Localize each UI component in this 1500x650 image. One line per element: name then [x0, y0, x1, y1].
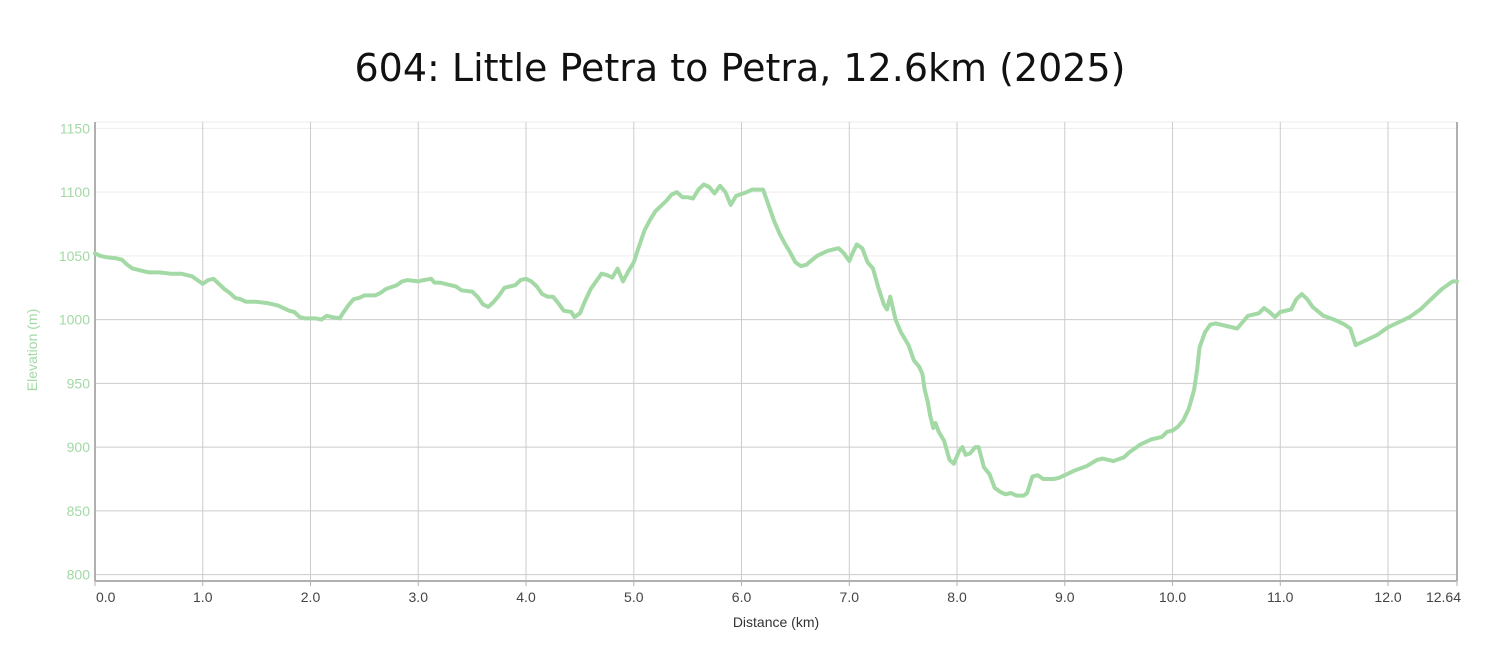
x-tick-label: 7.0 — [840, 589, 860, 605]
y-tick-label: 850 — [67, 503, 91, 519]
x-tick-label: 3.0 — [409, 589, 429, 605]
x-tick-label: 5.0 — [624, 589, 644, 605]
x-axis: 0.0 1.0 2.0 3.0 4.0 5.0 6.0 7.0 8.0 9.0 10.0 11.0 12… — [94, 580, 1461, 605]
y-tick-label: 900 — [67, 439, 91, 455]
x-tick-label: 9.0 — [1055, 589, 1075, 605]
page-title: 604: Little Petra to Petra, 12.6km (2025… — [354, 46, 1126, 90]
y-axis-title: Elevation (m) — [24, 309, 40, 391]
y-tick-label: 1150 — [60, 120, 90, 136]
y-tick-label: 1100 — [60, 184, 90, 200]
x-tick-label: 11.0 — [1267, 589, 1293, 605]
grid-lines — [95, 121, 1457, 581]
y-tick-label: 1050 — [59, 248, 90, 264]
x-tick-label: 8.0 — [947, 589, 967, 605]
x-tick-label: 12.0 — [1374, 589, 1401, 605]
y-tick-label: 1000 — [59, 312, 90, 328]
x-tick-label: 12.64 — [1426, 589, 1461, 605]
y-tick-label: 950 — [67, 375, 91, 391]
y-axis: 800 850 900 950 1000 1050 1100 1150 — [59, 120, 1458, 583]
x-axis-title: Distance (km) — [733, 614, 819, 630]
x-tick-label: 1.0 — [193, 589, 213, 605]
elevation-line — [93, 182, 1459, 498]
x-tick-label: 4.0 — [516, 589, 536, 605]
x-tick-label: 2.0 — [301, 589, 321, 605]
x-tick-label: 0.0 — [96, 589, 116, 605]
x-tick-label: 10.0 — [1159, 589, 1186, 605]
y-tick-label: 800 — [67, 567, 91, 583]
x-tick-label: 6.0 — [732, 589, 752, 605]
